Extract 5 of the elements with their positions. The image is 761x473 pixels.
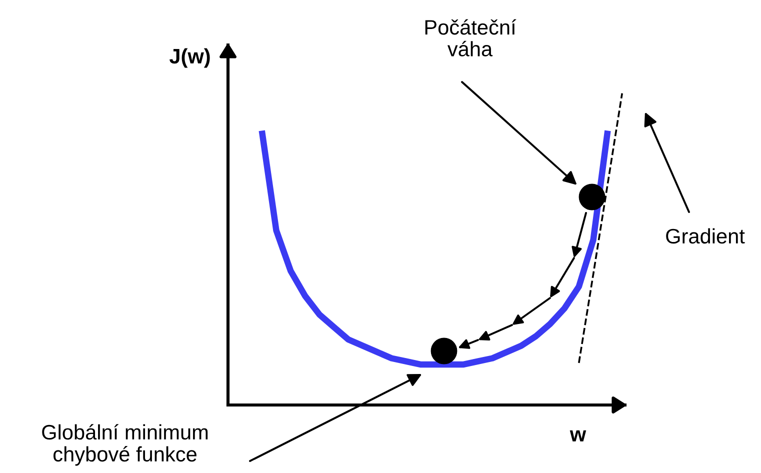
x-axis-title: w	[570, 430, 586, 442]
text: Gradient	[666, 228, 745, 244]
text: Počáteční váha	[425, 19, 516, 56]
text: Globální minimum chybové funkce	[42, 424, 208, 466]
y-axis-title: J(w)	[169, 48, 210, 68]
